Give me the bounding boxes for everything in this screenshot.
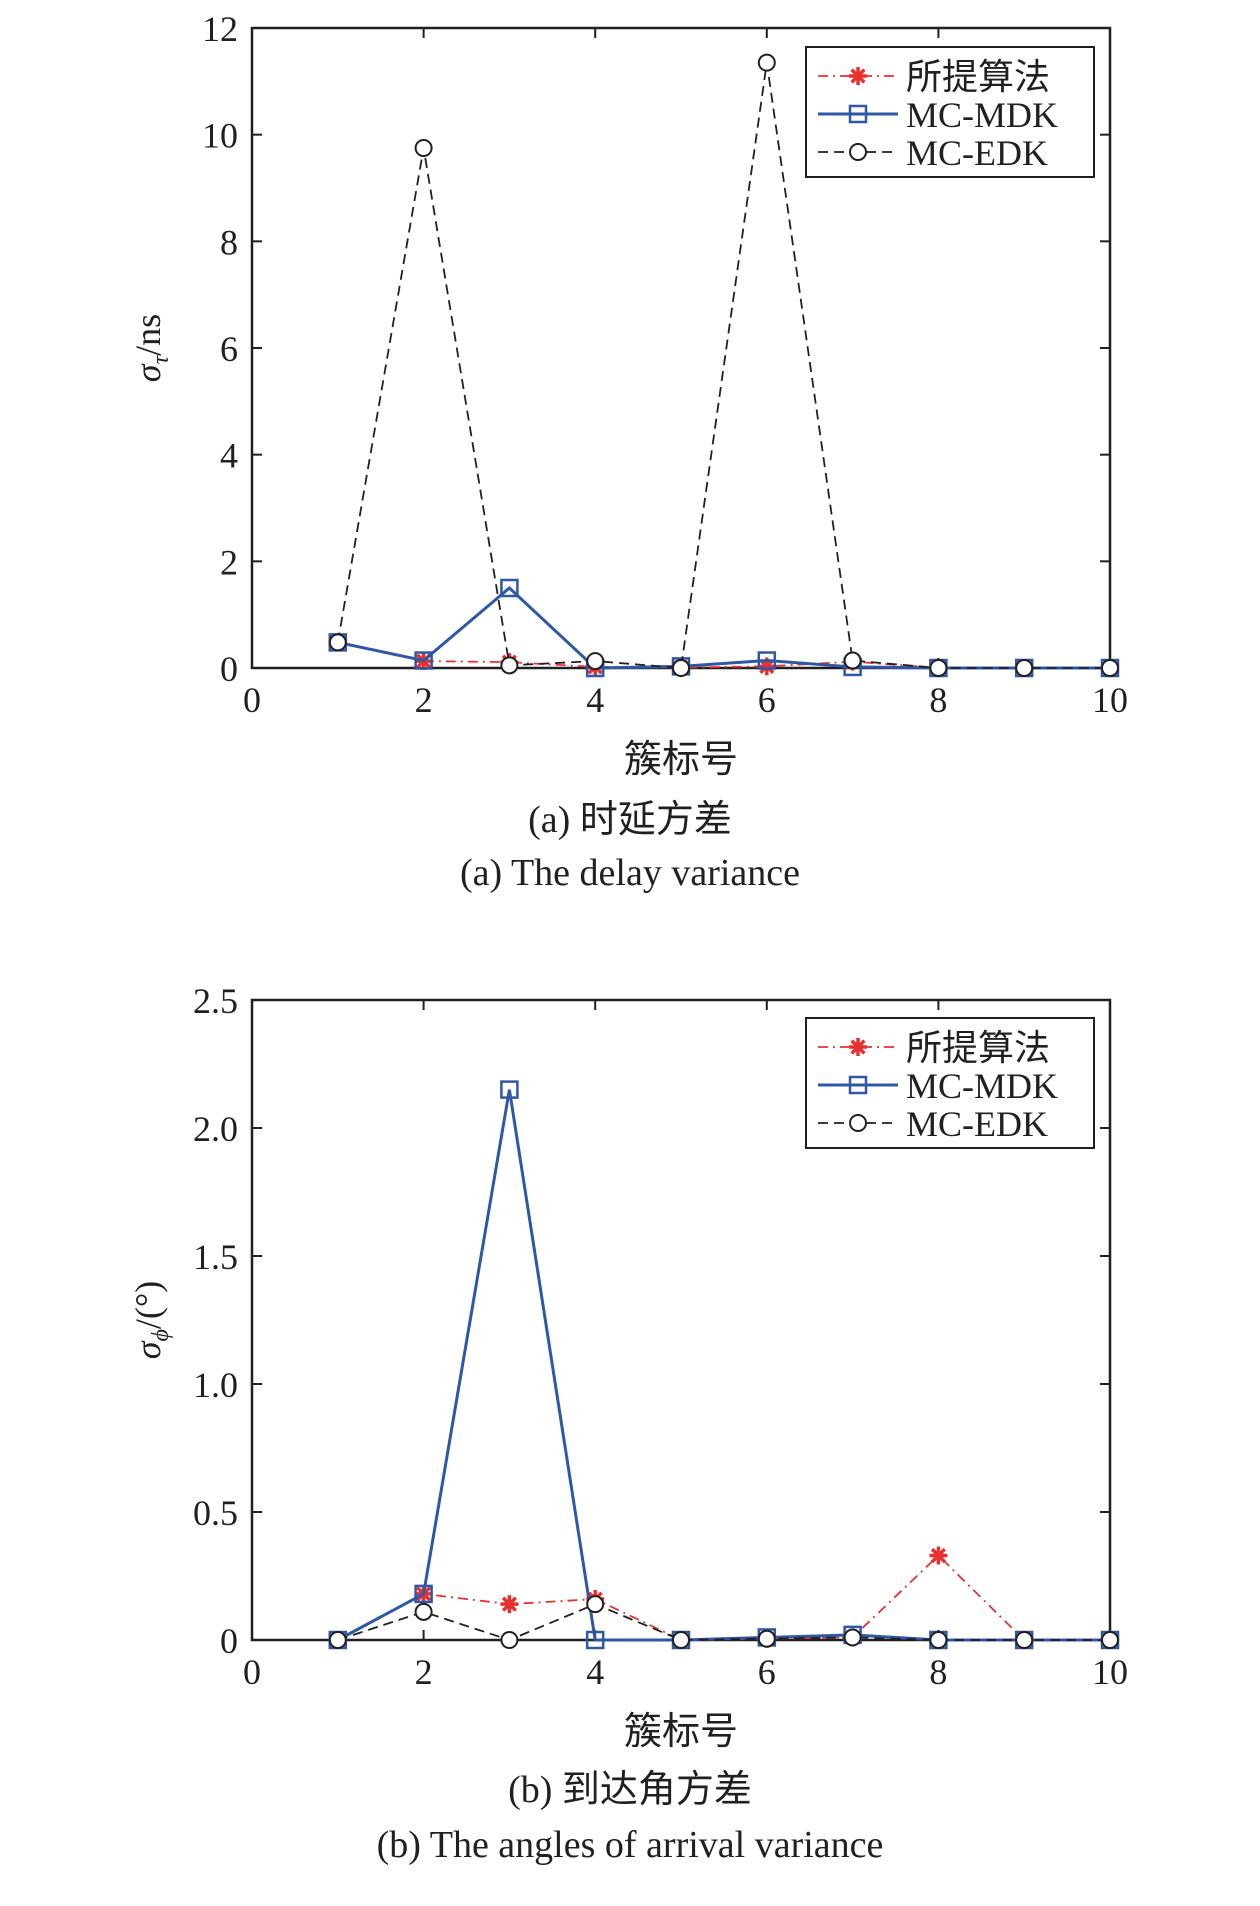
data-point	[757, 657, 776, 676]
x-tick-label: 8	[929, 1652, 947, 1692]
data-point	[1015, 1631, 1034, 1649]
legend-marker	[849, 143, 867, 161]
data-point	[929, 659, 948, 677]
panel-b-aoa-variance: 0 2 4 6 8 10 0 0.5 1.0 1.5 2.0 2.5 簇标号 σϕ/(°) 所提算法MC-M…	[128, 981, 1128, 1866]
y-label-symbol: σ	[128, 363, 168, 382]
series-line-1	[337, 1089, 1110, 1642]
x-tick-label: 8	[929, 680, 947, 720]
data-point	[757, 651, 777, 670]
x-tick-label: 2	[415, 680, 433, 720]
legend-label: MC-MDK	[906, 1066, 1058, 1106]
legend-label: MC-EDK	[906, 133, 1048, 173]
x-tick-label: 0	[243, 1652, 261, 1692]
legend-marker	[849, 1114, 867, 1132]
series-line-2	[337, 1603, 1110, 1641]
x-tick-label: 2	[415, 1652, 433, 1692]
data-point	[414, 651, 433, 670]
legend-marker	[849, 67, 867, 85]
y-tick-label: 2.0	[193, 1109, 238, 1149]
data-point	[929, 1546, 948, 1565]
x-axis-label: 簇标号	[624, 739, 738, 781]
data-point	[414, 1584, 433, 1604]
y-label-subscript: τ	[148, 354, 174, 364]
y-label-subscript: ϕ	[148, 1329, 174, 1341]
data-point	[1015, 659, 1034, 677]
series-line-1	[337, 585, 1110, 670]
legend-marker	[848, 1075, 868, 1095]
data-point	[500, 1595, 519, 1614]
data-point	[500, 578, 519, 598]
data-point	[328, 633, 347, 652]
data-point	[500, 656, 519, 675]
legend-label: 所提算法	[906, 1028, 1050, 1068]
data-point	[672, 659, 690, 677]
data-point	[757, 1629, 776, 1648]
y-tick-label: 2.5	[193, 981, 238, 1021]
y-tick-label: 6	[220, 329, 238, 369]
data-point	[843, 1628, 862, 1647]
legend-marker	[848, 104, 868, 124]
y-tick-label: 1.5	[193, 1237, 238, 1277]
data-point	[500, 1631, 519, 1649]
x-tick-label: 4	[586, 1652, 604, 1692]
y-tick-label: 12	[202, 9, 238, 49]
data-point	[929, 1631, 948, 1649]
data-point	[414, 139, 433, 157]
data-point	[585, 1630, 605, 1650]
legend-marker	[849, 1038, 867, 1056]
y-label-unit: /ns	[128, 314, 168, 356]
caption-english: (b) The angles of arrival variance	[377, 1824, 884, 1866]
y-axis-label: σϕ/(°)	[128, 1281, 174, 1360]
data-point	[586, 652, 605, 671]
x-axis-label: 簇标号	[624, 1711, 738, 1753]
data-point	[1101, 659, 1119, 677]
y-tick-label: 0	[220, 1621, 238, 1661]
x-tick-label: 6	[758, 680, 776, 720]
legend-label: MC-MDK	[906, 95, 1058, 135]
y-tick-label: 10	[202, 116, 238, 156]
y-label-unit: /(°)	[128, 1281, 168, 1329]
legend-label: 所提算法	[906, 57, 1050, 97]
x-tick-label: 10	[1092, 680, 1128, 720]
x-tick-label: 6	[758, 1652, 776, 1692]
data-point	[586, 1595, 605, 1614]
data-point	[500, 1080, 519, 1099]
caption-chinese: (b) 到达角方差	[508, 1769, 752, 1811]
y-tick-label: 2	[220, 542, 238, 582]
x-tick-label: 0	[243, 680, 261, 720]
data-point	[1101, 1631, 1119, 1649]
x-tick-label: 4	[586, 680, 604, 720]
data-point	[414, 1602, 433, 1621]
y-axis-label: στ/ns	[128, 314, 174, 382]
x-tick-label: 10	[1092, 1652, 1128, 1692]
legend-label: MC-EDK	[906, 1104, 1048, 1144]
caption-english: (a) The delay variance	[460, 852, 800, 894]
y-label-symbol: σ	[128, 1340, 168, 1359]
caption-chinese: (a) 时延方差	[528, 799, 732, 841]
data-point	[672, 1631, 690, 1649]
series-line-0	[337, 1554, 1110, 1641]
y-tick-label: 0	[220, 649, 238, 689]
data-point	[328, 1631, 347, 1649]
y-tick-label: 0.5	[193, 1493, 238, 1533]
data-point	[757, 53, 776, 72]
y-tick-label: 1.0	[193, 1365, 238, 1405]
panel-a-delay-variance: 0 2 4 6 8 10 0 2 4 6 8 10 12 簇标号 στ/ns 所提算法MC-MDKMC-EDK…	[128, 9, 1128, 894]
y-tick-label: 4	[220, 436, 238, 476]
data-point	[843, 651, 862, 670]
y-tick-label: 8	[220, 222, 238, 262]
